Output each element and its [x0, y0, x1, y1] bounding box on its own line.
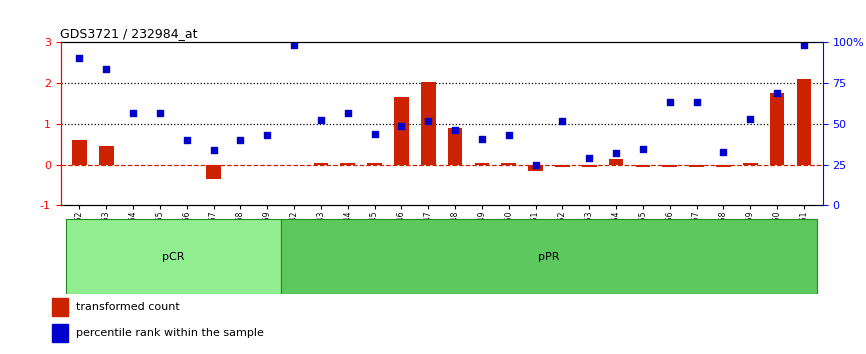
Point	[153, 110, 167, 115]
Bar	[421, 82, 436, 165]
Bar	[72, 140, 87, 165]
Point	[207, 148, 221, 153]
Bar	[448, 128, 462, 165]
Bar	[636, 165, 650, 167]
Bar	[367, 162, 382, 165]
Text: GDS3721 / 232984_at: GDS3721 / 232984_at	[60, 27, 197, 40]
Bar	[52, 298, 68, 316]
Bar	[475, 162, 489, 165]
Bar	[206, 165, 221, 179]
Point	[395, 123, 409, 129]
Text: pCR: pCR	[162, 252, 184, 262]
Point	[743, 116, 757, 122]
Point	[501, 132, 515, 138]
Point	[689, 99, 703, 105]
Point	[288, 42, 301, 48]
Point	[126, 110, 140, 115]
Point	[73, 55, 87, 61]
Bar	[770, 93, 785, 165]
Bar	[582, 165, 597, 167]
Bar	[528, 165, 543, 171]
Point	[716, 150, 730, 155]
Bar	[743, 162, 758, 165]
Bar	[501, 162, 516, 165]
Bar	[662, 165, 677, 167]
Bar	[313, 162, 328, 165]
Bar	[66, 219, 281, 294]
Point	[261, 132, 275, 138]
Text: pPR: pPR	[539, 252, 559, 262]
Bar	[52, 324, 68, 342]
Point	[180, 137, 194, 143]
Bar	[394, 97, 409, 165]
Point	[636, 146, 650, 152]
Text: transformed count: transformed count	[76, 302, 180, 313]
Bar	[609, 159, 624, 165]
Bar	[281, 219, 818, 294]
Bar	[99, 146, 113, 165]
Point	[341, 110, 355, 115]
Point	[528, 162, 542, 167]
Point	[448, 127, 462, 133]
Point	[582, 155, 596, 160]
Point	[770, 91, 784, 96]
Bar	[555, 165, 570, 167]
Point	[368, 131, 382, 137]
Point	[314, 117, 328, 123]
Point	[234, 137, 248, 143]
Bar	[716, 165, 731, 167]
Point	[422, 118, 436, 124]
Point	[662, 99, 676, 105]
Point	[609, 150, 623, 156]
Text: percentile rank within the sample: percentile rank within the sample	[76, 328, 264, 338]
Point	[100, 66, 113, 72]
Bar	[340, 162, 355, 165]
Bar	[689, 165, 704, 167]
Bar	[797, 79, 811, 165]
Point	[475, 137, 488, 142]
Point	[797, 42, 811, 48]
Point	[555, 118, 569, 124]
